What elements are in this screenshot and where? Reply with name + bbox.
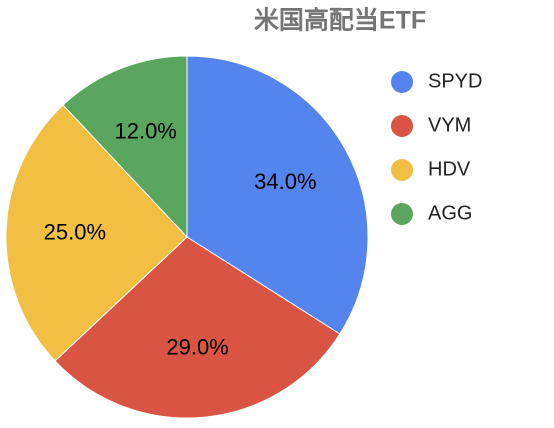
pie-slice xyxy=(186,55,369,335)
legend-marker xyxy=(391,71,413,93)
legend-label: AGG xyxy=(428,202,472,224)
data-label: 34.0% xyxy=(254,169,316,194)
pie-slice xyxy=(54,236,341,419)
legend-label: HDV xyxy=(428,158,471,180)
chart-title: 米国高配当ETF xyxy=(254,6,426,35)
legend-label: SPYD xyxy=(428,70,482,92)
legend-marker xyxy=(391,203,413,225)
legend-marker xyxy=(391,159,413,181)
pie-slice xyxy=(62,55,188,239)
pie-slice xyxy=(5,104,188,362)
data-label: 12.0% xyxy=(114,118,176,143)
legend-marker xyxy=(391,115,413,137)
legend-label: VYM xyxy=(428,114,471,136)
data-label: 25.0% xyxy=(44,219,106,244)
data-label: 29.0% xyxy=(166,335,228,360)
